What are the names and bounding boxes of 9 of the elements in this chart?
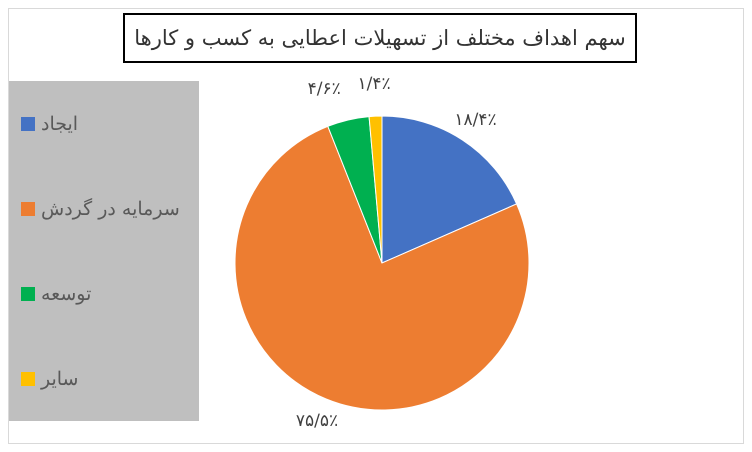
data-label: ۱۸/۴٪	[454, 110, 497, 130]
legend-label: سرمایه در گردش	[41, 198, 180, 220]
data-label: ۴/۶٪	[308, 78, 341, 99]
data-label: ۱/۴٪	[358, 74, 391, 94]
legend-label: توسعه	[41, 282, 92, 304]
legend-label: ایجاد	[41, 112, 78, 134]
chart-title: سهم اهداف مختلف از تسهیلات اعطایی به کسب و کارها	[123, 13, 637, 63]
legend-label: سایر	[41, 368, 78, 390]
data-label: ۷۵/۵٪	[296, 411, 338, 432]
